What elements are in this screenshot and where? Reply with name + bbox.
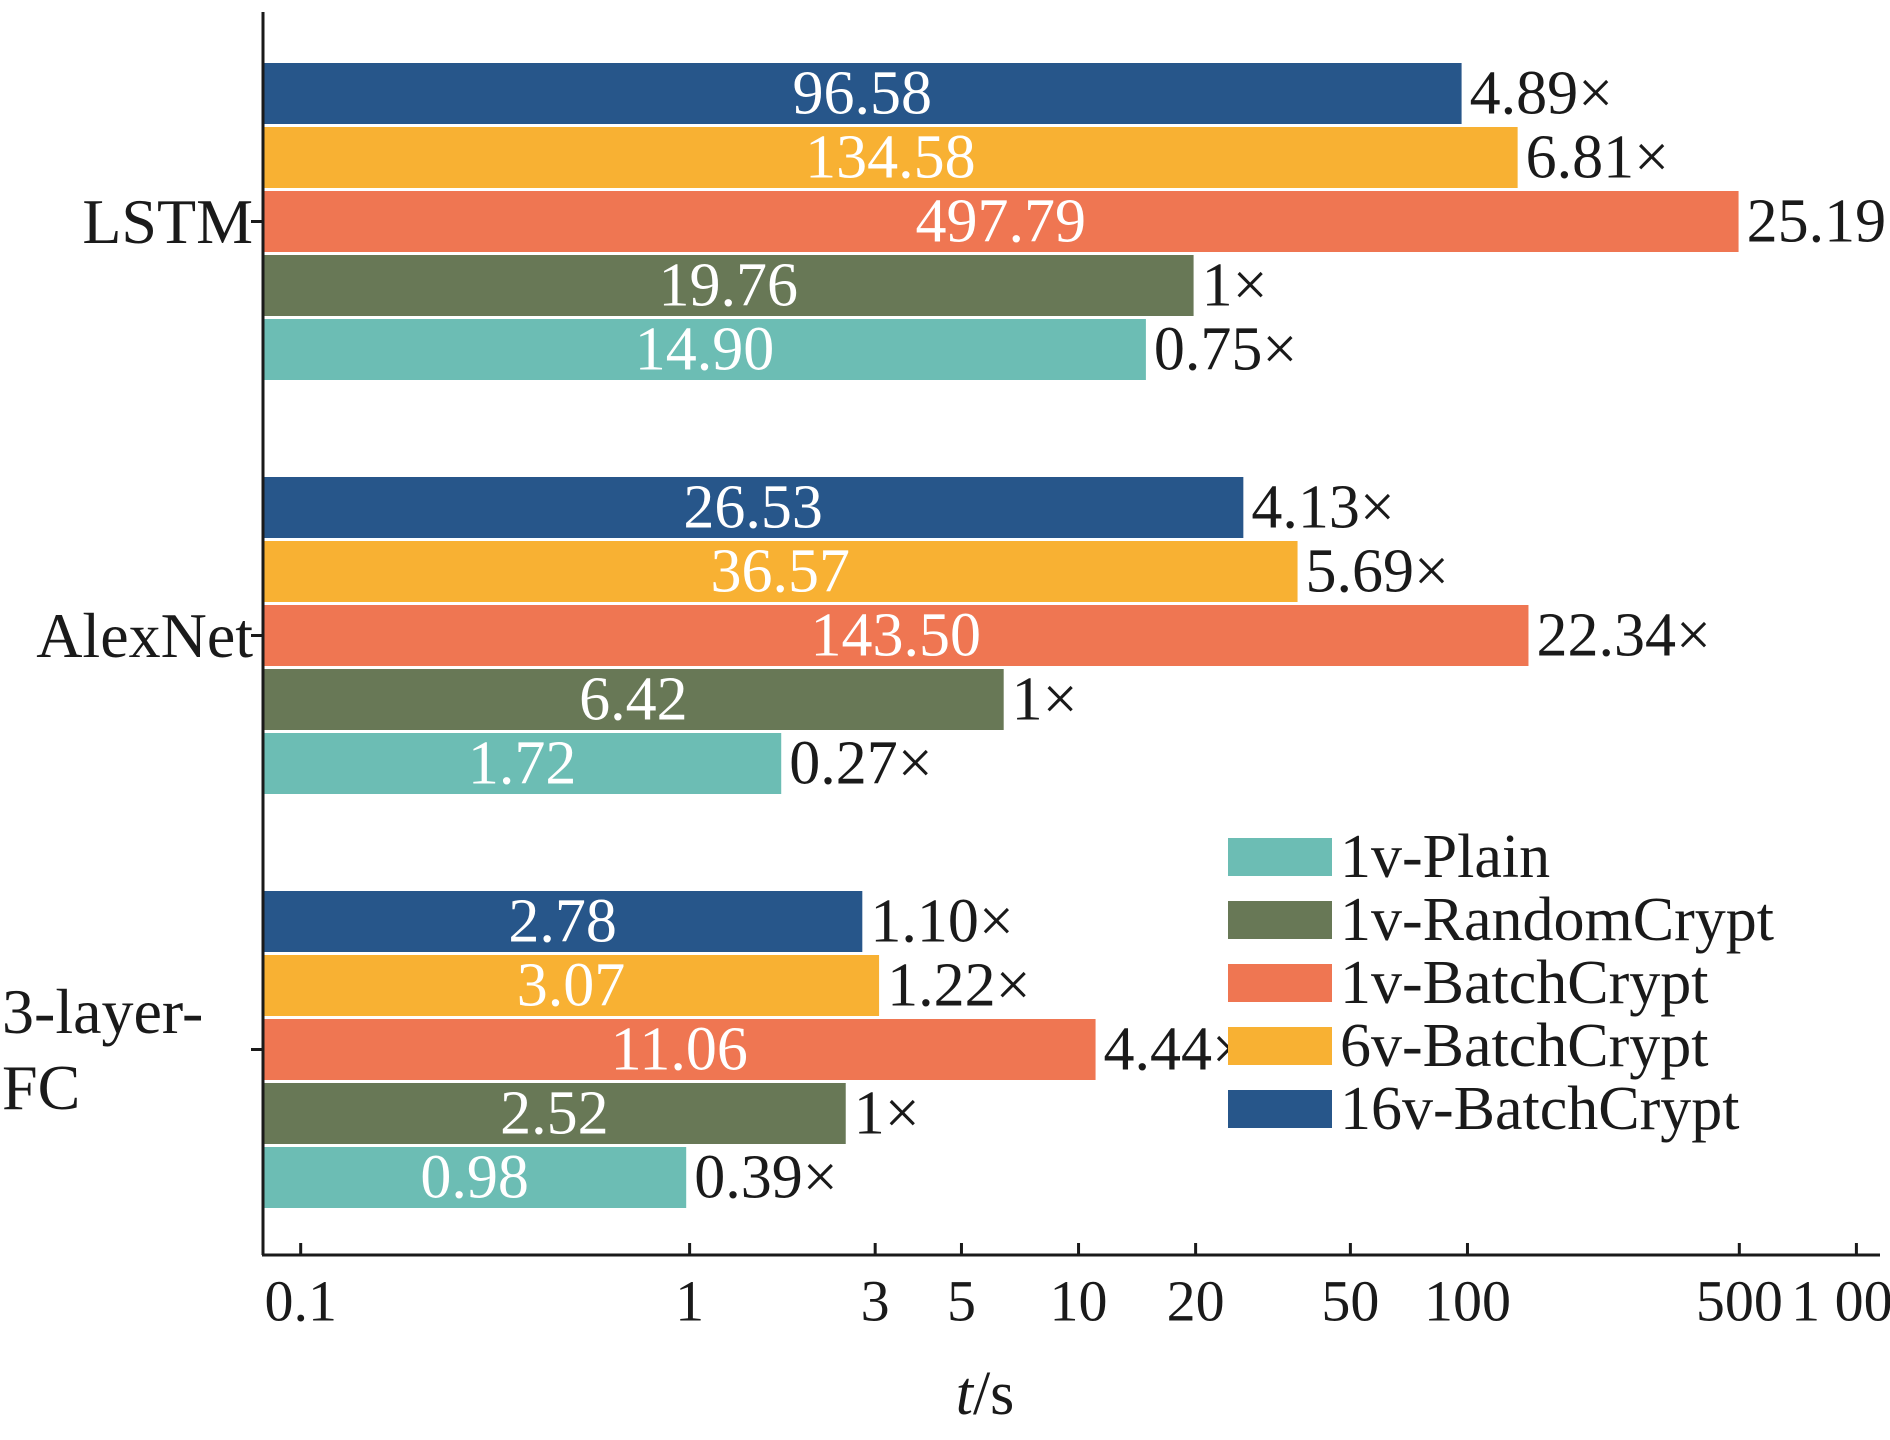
- bar: [263, 605, 1529, 666]
- bar-ratio-label: 25.19×: [1747, 188, 1890, 256]
- legend-swatch: [1228, 964, 1332, 1002]
- bar-ratio-label: 5.69×: [1306, 538, 1449, 606]
- bar-value-label: 3.07: [517, 952, 626, 1020]
- bar-ratio-label: 0.75×: [1154, 316, 1297, 384]
- bar-value-label: 19.76: [659, 252, 799, 320]
- category-label: AlexNet: [36, 600, 253, 671]
- bar: [263, 127, 1518, 188]
- x-tick-label: 50: [1321, 1268, 1379, 1333]
- bar: [263, 477, 1244, 538]
- bar-value-label: 2.52: [500, 1080, 609, 1148]
- bar-ratio-label: 1×: [1012, 666, 1078, 734]
- bar-ratio-label: 4.13×: [1251, 474, 1394, 542]
- bar: [263, 669, 1004, 730]
- legend-label: 16v-BatchCrypt: [1340, 1075, 1740, 1143]
- bar-value-label: 1.72: [468, 730, 577, 798]
- bar-ratio-label: 1.10×: [870, 888, 1013, 956]
- x-tick-label: 0.1: [264, 1268, 337, 1333]
- bar: [263, 1083, 846, 1144]
- bar-value-label: 6.42: [579, 666, 688, 734]
- x-axis-title: t/s: [956, 1360, 1015, 1428]
- legend-label: 1v-Plain: [1340, 823, 1550, 891]
- bar-value-label: 96.58: [793, 60, 933, 128]
- bar: [263, 63, 1462, 124]
- bars-layer: 96.58 4.89× 26.53 4.13× 2.78 1.10× 134.58 6.81×…: [263, 60, 1890, 1212]
- bar-value-label: 36.57: [711, 538, 851, 606]
- bar-value-label: 497.79: [916, 188, 1087, 256]
- legend-label: 6v-BatchCrypt: [1340, 1012, 1709, 1080]
- bar-ratio-label: 4.44×: [1104, 1016, 1247, 1084]
- bar-ratio-label: 0.27×: [789, 730, 932, 798]
- x-tick-label: 100: [1424, 1268, 1511, 1333]
- x-axis-variable: t: [956, 1360, 975, 1428]
- bar-value-label: 143.50: [810, 602, 981, 670]
- category-label: FC: [2, 1052, 80, 1123]
- legend-swatch: [1228, 901, 1332, 939]
- legend-swatch: [1228, 1090, 1332, 1128]
- bar-ratio-label: 4.89×: [1470, 60, 1613, 128]
- bar-ratio-label: 0.39×: [694, 1144, 837, 1212]
- x-tick-label: 3: [861, 1268, 890, 1333]
- bar: [263, 255, 1194, 316]
- bar: [263, 733, 782, 794]
- category-label: LSTM: [82, 186, 253, 257]
- x-tick-label: 500: [1696, 1268, 1783, 1333]
- bar-value-label: 14.90: [635, 316, 775, 384]
- bar-value-label: 11.06: [611, 1016, 748, 1084]
- bar-ratio-label: 6.81×: [1526, 124, 1669, 192]
- x-tick-label: 1: [675, 1268, 704, 1333]
- bar-ratio-label: 1.22×: [887, 952, 1030, 1020]
- x-tick-label: 1 000: [1791, 1268, 1890, 1333]
- category-label: 3-layer-: [2, 976, 203, 1047]
- bar: [263, 1147, 687, 1208]
- bar-value-label: 26.53: [683, 474, 823, 542]
- bar-value-label: 0.98: [420, 1144, 529, 1212]
- x-tick-label: 10: [1050, 1268, 1108, 1333]
- bar-value-label: 2.78: [508, 888, 617, 956]
- x-tick-label: 5: [947, 1268, 976, 1333]
- legend: 1v-Plain1v-RandomCrypt1v-BatchCrypt6v-Ba…: [1228, 823, 1774, 1143]
- bar: [263, 1019, 1096, 1080]
- legend-swatch: [1228, 838, 1332, 876]
- legend-label: 1v-RandomCrypt: [1340, 886, 1774, 954]
- x-axis-unit: /s: [973, 1360, 1014, 1428]
- legend-swatch: [1228, 1027, 1332, 1065]
- bar-ratio-label: 22.34×: [1536, 602, 1710, 670]
- bar-value-label: 134.58: [805, 124, 976, 192]
- bar: [263, 891, 863, 952]
- x-tick-label: 20: [1167, 1268, 1225, 1333]
- bar: [263, 191, 1739, 252]
- bar-ratio-label: 1×: [1202, 252, 1268, 320]
- bar: [263, 319, 1146, 380]
- legend-label: 1v-BatchCrypt: [1340, 949, 1709, 1017]
- bar: [263, 541, 1298, 602]
- bar-ratio-label: 1×: [854, 1080, 920, 1148]
- bar: [263, 955, 880, 1016]
